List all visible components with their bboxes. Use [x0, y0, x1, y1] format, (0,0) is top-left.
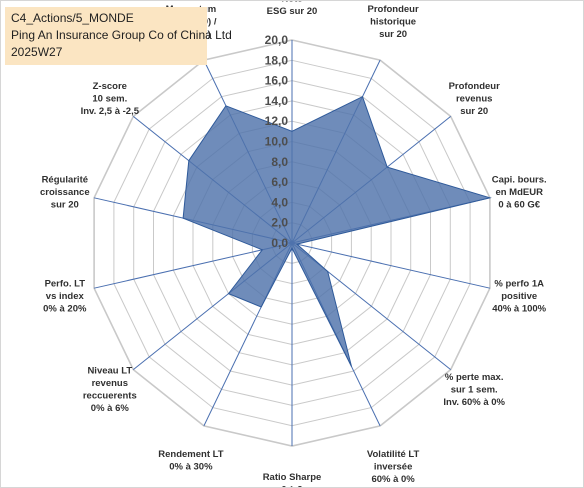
axis-label-line: en MdEUR [495, 187, 543, 198]
radial-tick-label: 14,0 [265, 94, 289, 108]
radial-tick-label: 10,0 [265, 135, 289, 149]
axis-label: NoteESG sur 20 [267, 1, 318, 17]
axis-label-line: sur 20 [51, 200, 79, 211]
axis-label: Niveau LT revenus reccuerents 0% à 6% [83, 366, 137, 415]
radar-spoke [291, 242, 491, 289]
axis-label-line: sur 1 sem. [451, 384, 498, 395]
axis-label-line: 0 à 2 [281, 485, 302, 488]
axis-label-line: sur 20 [460, 106, 488, 117]
axis-label-line: ESG sur 20 [267, 6, 318, 17]
radial-tick-label: 18,0 [265, 53, 289, 67]
axis-label-line: 10 sem. [92, 94, 127, 105]
radar-spoke [93, 242, 293, 289]
radar-series [182, 96, 492, 367]
axis-label-line: 40% à 100% [492, 303, 546, 314]
axis-label: % perfo 1A positive 40% à 100% [492, 278, 546, 314]
axis-label-line: Niveau LT [87, 366, 132, 377]
axis-label-line: Ratio Sharpe [263, 472, 322, 483]
axis-label: Profondeur revenus sur 20 [449, 81, 500, 117]
axis-label: % perte max. sur 1 sem. Inv. 60% à 0% [443, 372, 505, 408]
axis-label-line: Note [281, 1, 302, 5]
axis-label-line: Capi. bours. [492, 175, 547, 186]
axis-label-line: inversée [374, 461, 413, 472]
axis-label-line: 60% à 0% [371, 474, 415, 485]
axis-label-line: 0% à 30% [169, 461, 213, 472]
axis-label-line: Volatilité LT [367, 449, 420, 460]
radial-tick-label: 12,0 [265, 114, 289, 128]
title-company: Ping An Insurance Group Co of China Ltd [11, 28, 232, 42]
axis-label-line: historique [370, 17, 416, 28]
chart-title-box: C4_Actions/5_MONDE Ping An Insurance Gro… [5, 7, 232, 65]
title-week: 2025W27 [11, 45, 63, 59]
axis-label: Perfo. LT vs index 0% à 20% [43, 278, 87, 314]
radial-tick-label: 8,0 [271, 155, 288, 169]
axis-label: Z-score 10 sem. Inv. 2,5 à -2,5 [81, 81, 140, 117]
radial-tick-label: 0,0 [271, 236, 288, 250]
title-category: C4_Actions/5_MONDE [11, 11, 134, 25]
axis-label: Volatilité LT inversée 60% à 0% [367, 449, 420, 485]
axis-label-line: revenus [92, 378, 128, 389]
axis-label-line: Régularité [42, 175, 88, 186]
axis-label-line: Profondeur [449, 81, 500, 92]
axis-label-line: 0 à 60 G€ [498, 200, 540, 211]
radial-tick-label: 4,0 [271, 195, 288, 209]
axis-label: Profondeur historique sur 20 [367, 4, 418, 40]
radial-tick-labels: 0,0 2,0 4,0 6,0 8,0 10,0 12,0 14,0 16,0 18,0 20,0 [265, 33, 289, 250]
radial-tick-label: 2,0 [271, 216, 288, 230]
radial-tick-label: 6,0 [271, 175, 288, 189]
axis-label-line: vs index [46, 291, 85, 302]
axis-label-line: croissance [40, 187, 90, 198]
axis-label-line: Profondeur [367, 4, 418, 15]
axis-label: Régularité croissance sur 20 [40, 175, 90, 211]
axis-label-line: reccuerents [83, 391, 137, 402]
axis-label-line: Inv. 60% à 0% [443, 397, 505, 408]
axis-label-line: 0% à 20% [43, 303, 87, 314]
radial-tick-label: 16,0 [265, 74, 289, 88]
axis-label-line: 0% à 6% [91, 403, 130, 414]
axis-label: Rendement LT 0% à 30% [158, 449, 223, 473]
axis-label-line: % perfo 1A [494, 278, 544, 289]
axis-label-line: Perfo. LT [45, 278, 86, 289]
series-area [182, 96, 492, 367]
axis-label: Capi. bours. en MdEUR 0 à 60 G€ [492, 175, 547, 211]
axis-label-line: revenus [456, 94, 492, 105]
axis-label-line: Rendement LT [158, 449, 223, 460]
axis-label: Ratio Sharpe 0 à 2 [263, 472, 322, 487]
axis-label-line: positive [501, 291, 537, 302]
axis-label-line: Inv. 2,5 à -2,5 [81, 106, 140, 117]
axis-label-line: % perte max. [445, 372, 504, 383]
radial-tick-label: 20,0 [265, 33, 289, 47]
axis-label-line: sur 20 [379, 29, 407, 40]
axis-label-line: Z-score [93, 81, 127, 92]
